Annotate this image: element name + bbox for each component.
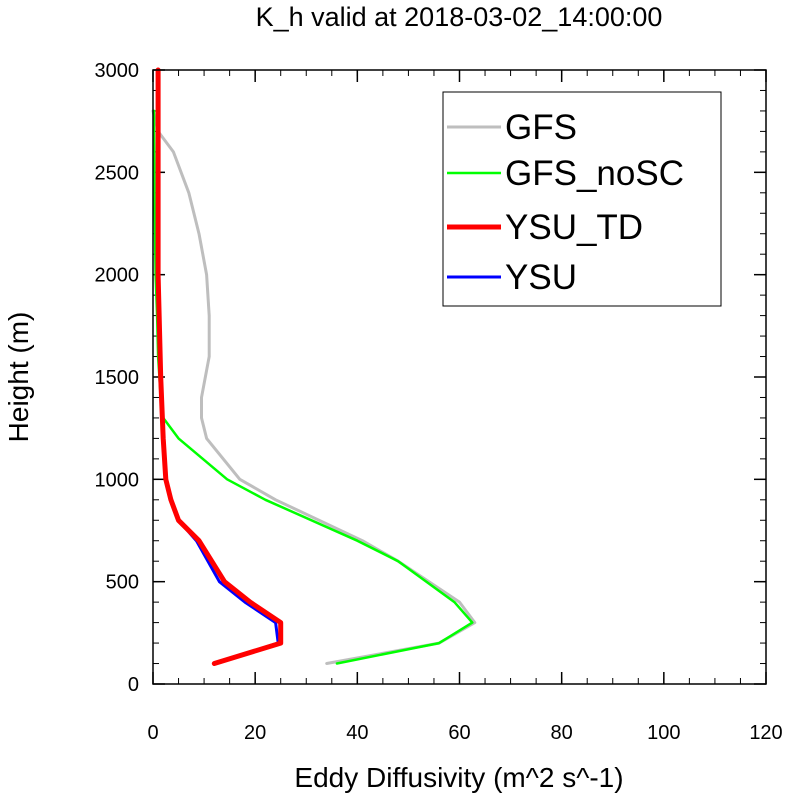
x-axis-title: Eddy Diffusivity (m^2 s^-1) — [294, 762, 623, 793]
legend-label: YSU — [505, 258, 577, 297]
x-tick-label: 120 — [749, 722, 782, 744]
x-tick-label: 40 — [346, 722, 368, 744]
plot-area: 0 20 40 60 80 100 120 0 500 1000 1500 2000 2500 3000 — [95, 60, 783, 744]
plot-frame — [152, 69, 767, 685]
y-tick-label: 500 — [106, 572, 139, 594]
series-line-gfs — [151, 109, 477, 665]
y-tick-label: 2500 — [95, 162, 140, 184]
y-tick-label: 2000 — [95, 265, 140, 287]
legend-item: GFS_noSC — [447, 154, 684, 193]
x-tick-label: 80 — [551, 722, 573, 744]
series-line-gfs-nosc — [152, 109, 474, 665]
legend-label: GFS_noSC — [505, 154, 684, 193]
y-tick-label: 0 — [128, 674, 139, 696]
y-tick-label: 3000 — [95, 60, 140, 82]
legend-box — [442, 91, 722, 307]
x-tick-label: 20 — [244, 722, 266, 744]
series-line-ysu-td — [155, 67, 284, 666]
x-tick-label: 100 — [647, 722, 680, 744]
legend-label: GFS — [505, 108, 577, 147]
legend-item: YSU_TD — [447, 208, 643, 247]
legend-item: GFS — [447, 108, 577, 147]
y-tick-label: 1500 — [95, 367, 140, 389]
x-tick-label: 60 — [448, 722, 470, 744]
y-tick-label: 1000 — [95, 469, 140, 491]
x-tick-label: 0 — [147, 722, 158, 744]
legend: GFS GFS_noSC YSU_TD YSU — [442, 91, 722, 307]
legend-item: YSU — [447, 258, 577, 297]
y-axis-title: Height (m) — [3, 312, 34, 443]
legend-label: YSU_TD — [505, 208, 643, 247]
chart-title: K_h valid at 2018-03-02_14:00:00 — [256, 2, 663, 32]
